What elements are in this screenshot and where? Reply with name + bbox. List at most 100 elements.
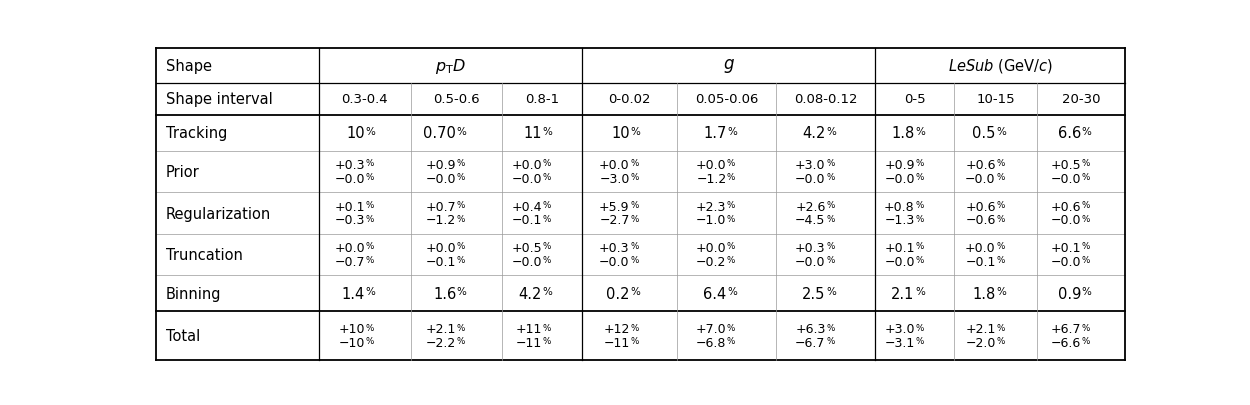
Text: %: % [365,337,374,345]
Text: −0.1: −0.1 [511,214,542,227]
Text: Binning: Binning [166,286,221,301]
Text: %: % [996,127,1006,137]
Text: +0.3: +0.3 [599,241,630,254]
Text: −2.0: −2.0 [965,336,996,349]
Text: %: % [826,200,835,209]
Text: %: % [996,200,1005,209]
Text: 0.2: 0.2 [606,286,630,301]
Text: −6.8: −6.8 [696,336,726,349]
Text: %: % [826,159,835,168]
Text: %: % [1081,214,1090,223]
Text: 1.6: 1.6 [432,286,456,301]
Text: −0.0: −0.0 [426,173,456,185]
Text: %: % [728,200,735,209]
Text: %: % [456,287,466,296]
Text: 0.08-0.12: 0.08-0.12 [794,93,858,106]
Text: %: % [365,200,374,209]
Text: +3.0: +3.0 [884,323,915,336]
Text: +6.3: +6.3 [795,323,825,336]
Text: 1.7: 1.7 [703,126,726,141]
Text: −1.2: −1.2 [426,214,456,227]
Text: +0.4: +0.4 [511,200,542,213]
Text: %: % [542,173,551,182]
Text: +6.7: +6.7 [1050,323,1081,336]
Text: −0.7: −0.7 [334,255,365,268]
Text: %: % [630,173,639,182]
Text: +5.9: +5.9 [599,200,630,213]
Text: +0.5: +0.5 [1050,159,1081,172]
Text: %: % [1081,255,1090,264]
Text: %: % [996,337,1005,345]
Text: %: % [456,173,465,182]
Text: 1.8: 1.8 [891,126,915,141]
Text: +2.6: +2.6 [795,200,825,213]
Text: −11: −11 [516,336,542,349]
Text: +0.0: +0.0 [511,159,542,172]
Text: %: % [630,127,640,137]
Text: +0.1: +0.1 [334,200,365,213]
Text: %: % [456,241,465,251]
Text: %: % [996,214,1005,223]
Text: +3.0: +3.0 [795,159,825,172]
Text: %: % [826,255,835,264]
Text: −3.1: −3.1 [885,336,915,349]
Text: +0.0: +0.0 [696,159,726,172]
Text: %: % [728,127,736,137]
Text: 0-5: 0-5 [904,93,925,106]
Text: Regularization: Regularization [166,206,271,221]
Text: %: % [826,337,835,345]
Text: 2.5: 2.5 [802,286,825,301]
Text: $p_{\mathrm{T}}D$: $p_{\mathrm{T}}D$ [435,57,466,75]
Text: −0.0: −0.0 [795,255,825,268]
Text: %: % [630,159,639,168]
Text: %: % [542,214,551,223]
Text: %: % [826,173,835,182]
Text: 10-15: 10-15 [976,93,1015,106]
Text: %: % [826,323,835,332]
Text: −0.0: −0.0 [884,173,915,185]
Text: +0.0: +0.0 [965,241,996,254]
Text: %: % [542,200,551,209]
Text: %: % [542,337,551,345]
Text: −6.6: −6.6 [1051,336,1081,349]
Text: %: % [915,241,924,251]
Text: %: % [728,287,736,296]
Text: 4.2: 4.2 [519,286,542,301]
Text: +0.3: +0.3 [795,241,825,254]
Text: −1.0: −1.0 [696,214,726,227]
Text: +11: +11 [516,323,542,336]
Text: %: % [728,255,735,264]
Text: %: % [542,159,551,168]
Text: 0.8-1: 0.8-1 [525,93,559,106]
Text: %: % [728,323,735,332]
Text: %: % [365,159,374,168]
Text: 20-30: 20-30 [1061,93,1100,106]
Text: −1.2: −1.2 [696,173,726,185]
Text: 2.1: 2.1 [891,286,915,301]
Text: %: % [915,200,924,209]
Text: −3.0: −3.0 [599,173,630,185]
Text: 4.2: 4.2 [802,126,825,141]
Text: 10: 10 [611,126,630,141]
Text: 0.3-0.4: 0.3-0.4 [341,93,389,106]
Text: %: % [630,200,639,209]
Text: %: % [996,323,1005,332]
Text: +0.0: +0.0 [334,241,365,254]
Text: Total: Total [166,328,200,343]
Text: −0.0: −0.0 [334,173,365,185]
Text: %: % [1081,241,1090,251]
Text: %: % [826,127,836,137]
Text: −0.0: −0.0 [511,173,542,185]
Text: −0.0: −0.0 [795,173,825,185]
Text: 11: 11 [524,126,542,141]
Text: −11: −11 [604,336,630,349]
Text: +0.0: +0.0 [425,241,456,254]
Text: %: % [728,241,735,251]
Text: Prior: Prior [166,165,200,180]
Text: 1.4: 1.4 [341,286,365,301]
Text: +12: +12 [604,323,630,336]
Text: %: % [365,323,374,332]
Text: %: % [996,255,1005,264]
Text: %: % [456,127,466,137]
Text: +0.7: +0.7 [425,200,456,213]
